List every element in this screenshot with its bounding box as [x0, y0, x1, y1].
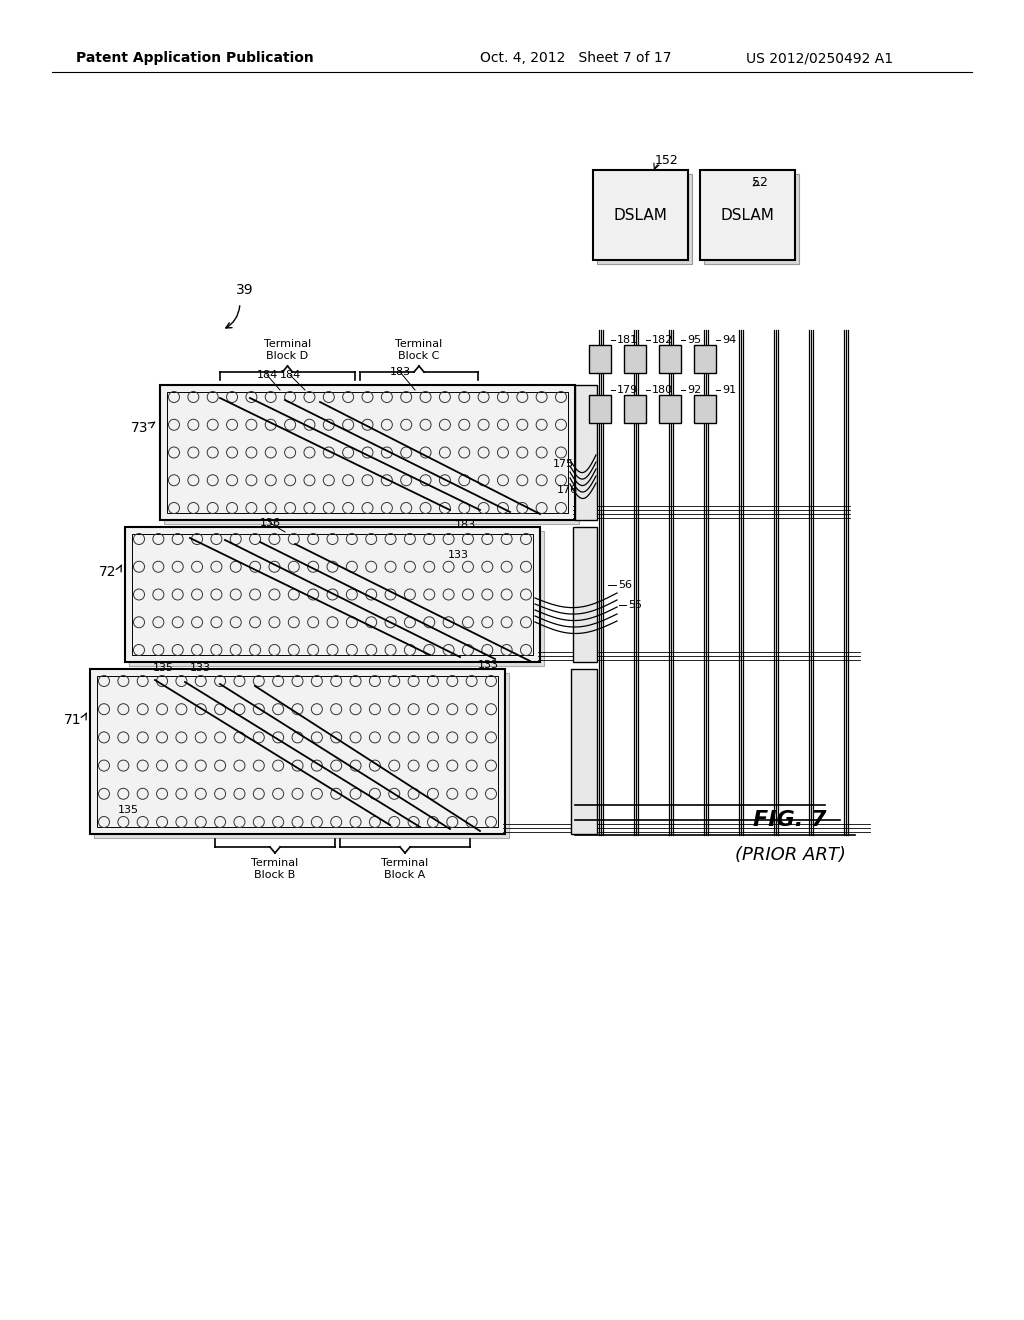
Text: 183: 183: [455, 520, 476, 531]
Bar: [573, 527, 597, 663]
Text: 94: 94: [722, 335, 736, 345]
Bar: [125, 527, 540, 663]
Text: 95: 95: [687, 335, 701, 345]
Text: 92: 92: [687, 385, 701, 395]
Text: 39: 39: [237, 282, 254, 297]
Text: (PRIOR ART): (PRIOR ART): [734, 846, 846, 865]
Text: 179: 179: [617, 385, 638, 395]
Text: 135: 135: [153, 663, 173, 673]
Bar: [624, 345, 646, 374]
Text: 55: 55: [628, 601, 642, 610]
Bar: [589, 345, 611, 374]
Bar: [659, 345, 681, 374]
Text: 73: 73: [131, 421, 148, 436]
Text: DSLAM: DSLAM: [721, 207, 774, 223]
Text: 152: 152: [655, 153, 679, 166]
Bar: [659, 395, 681, 422]
Text: Patent Application Publication: Patent Application Publication: [76, 51, 314, 65]
Text: Terminal
Block D: Terminal Block D: [264, 339, 311, 360]
Text: 181: 181: [617, 335, 638, 345]
Bar: [589, 395, 611, 422]
Text: DSLAM: DSLAM: [613, 207, 668, 223]
Text: Terminal
Block C: Terminal Block C: [395, 339, 442, 360]
Bar: [700, 170, 795, 260]
Text: 180: 180: [652, 385, 673, 395]
Text: Terminal
Block B: Terminal Block B: [251, 858, 299, 880]
Bar: [97, 676, 498, 828]
Text: 72: 72: [99, 565, 117, 579]
Text: US 2012/0250492 A1: US 2012/0250492 A1: [746, 51, 894, 65]
Text: 133: 133: [478, 660, 499, 671]
Bar: [571, 669, 597, 834]
Text: 184: 184: [256, 370, 278, 380]
Text: 175: 175: [553, 459, 574, 469]
Text: 135: 135: [118, 805, 138, 814]
Bar: [167, 392, 568, 513]
Text: 184: 184: [280, 370, 301, 380]
Text: 71: 71: [65, 713, 82, 727]
Text: Terminal
Block A: Terminal Block A: [381, 858, 429, 880]
Bar: [164, 389, 579, 524]
Text: 182: 182: [652, 335, 673, 345]
Bar: [575, 385, 597, 520]
Text: 91: 91: [722, 385, 736, 395]
Bar: [132, 535, 534, 655]
Bar: [624, 395, 646, 422]
Bar: [597, 174, 692, 264]
Bar: [160, 385, 575, 520]
Bar: [694, 345, 716, 374]
Bar: [705, 174, 799, 264]
Text: 133: 133: [189, 663, 211, 673]
Text: 133: 133: [449, 550, 469, 560]
Text: 183: 183: [389, 367, 411, 378]
Text: 176: 176: [557, 484, 578, 495]
Text: 56: 56: [618, 579, 632, 590]
Text: FIG. 7: FIG. 7: [754, 810, 826, 830]
Bar: [694, 395, 716, 422]
Bar: [90, 669, 505, 834]
Bar: [129, 531, 544, 667]
Text: Oct. 4, 2012   Sheet 7 of 17: Oct. 4, 2012 Sheet 7 of 17: [480, 51, 672, 65]
Text: 52: 52: [752, 177, 768, 190]
Bar: [94, 673, 509, 838]
Bar: [593, 170, 688, 260]
Text: 136: 136: [259, 517, 281, 528]
